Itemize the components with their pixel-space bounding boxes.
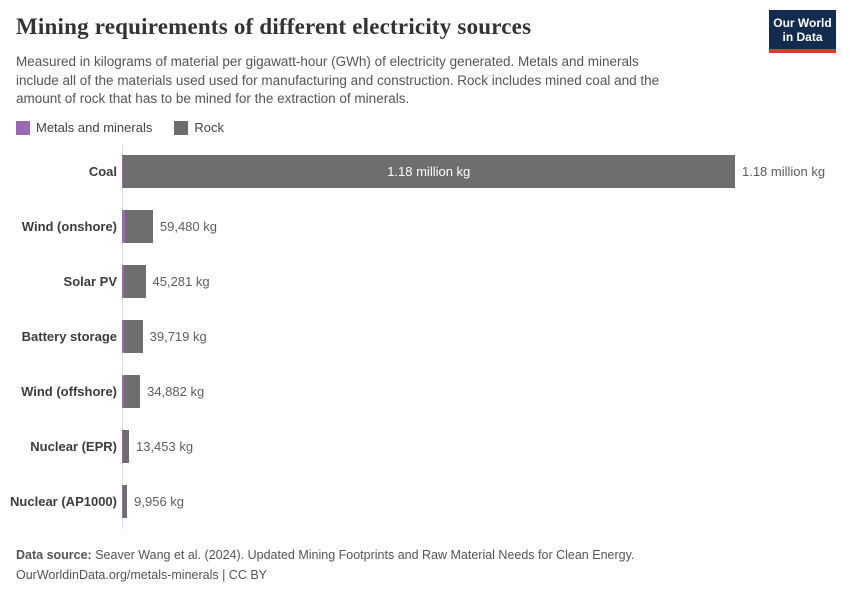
legend-item-metals[interactable]: Metals and minerals [16,120,152,135]
bar [122,375,141,408]
category-label: Coal [88,164,117,179]
bar [122,265,146,298]
bar [122,210,153,243]
bar-segment-rock[interactable] [123,320,143,353]
legend-swatch-metals [16,120,30,135]
bar-segment-metals[interactable] [122,265,125,298]
chart-subtitle: Measured in kilograms of material per gi… [16,53,736,109]
legend-item-rock[interactable]: Rock [174,120,224,135]
category-label: Wind (onshore) [21,219,117,234]
data-source-line: Data source: Seaver Wang et al. (2024). … [16,545,634,565]
chart-row: Wind (offshore) 34,882 kg [0,364,850,419]
bar-inside-value-label: 1.18 million kg [387,164,471,179]
subtitle-line: include all of the materials used used f… [16,72,660,88]
owid-logo: Our World in Data [769,10,836,53]
value-label: 13,453 kg [135,439,194,454]
category-label: Battery storage [21,329,117,344]
chart-row: Solar PV 45,281 kg [0,254,850,309]
bar-segment-rock[interactable] [124,375,141,408]
bar-segment-rock[interactable] [124,265,146,298]
data-source-text: Seaver Wang et al. (2024). Updated Minin… [95,548,635,562]
bar-segment-rock[interactable]: 1.18 million kg [122,155,735,188]
chart-row: Wind (onshore) 59,480 kg [0,199,850,254]
chart-footer: Data source: Seaver Wang et al. (2024). … [16,545,634,585]
legend-label: Metals and minerals [36,120,153,135]
bar-segment-metals[interactable] [122,155,123,188]
category-label: Nuclear (EPR) [30,439,117,454]
bar-chart: Coal 1.18 million kg 1.18 million kg Wind (… [0,144,850,529]
value-label: 59,480 kg [159,219,217,234]
category-label: Solar PV [63,274,117,289]
bar-segment-metals[interactable] [122,210,125,243]
owid-logo-line2: in Data [782,30,823,44]
bar-segment-metals[interactable] [122,485,123,518]
category-label: Nuclear (AP1000) [10,494,117,509]
legend-label: Rock [194,120,224,135]
chart-legend: Metals and minerals Rock [16,120,224,135]
chart-title: Mining requirements of different electri… [16,14,532,39]
value-label: 45,281 kg [152,274,210,289]
value-label: 34,882 kg [147,384,205,399]
bar-segment-metals[interactable] [122,430,123,463]
category-label: Wind (offshore) [21,384,117,399]
chart-row: Nuclear (EPR) 13,453 kg [0,419,850,474]
bar-segment-rock[interactable] [122,430,129,463]
bar: 1.18 million kg [122,155,735,188]
value-label: 39,719 kg [149,329,207,344]
bar-segment-metals[interactable] [122,320,124,353]
chart-row: Coal 1.18 million kg 1.18 million kg [0,144,850,199]
data-source-label: Data source: [16,548,92,562]
value-label: 1.18 million kg [741,164,826,179]
subtitle-line: Measured in kilograms of material per gi… [16,54,639,69]
bar [122,320,143,353]
subtitle-line: amount of rock that has to be mined for … [16,91,410,106]
legend-swatch-rock [174,120,189,135]
license-line: OurWorldinData.org/metals-minerals | CC … [16,568,268,582]
bar-segment-rock[interactable] [122,485,128,518]
chart-row: Nuclear (AP1000) 9,956 kg [0,474,850,529]
chart-row: Battery storage 39,719 kg [0,309,850,364]
bar [122,485,128,518]
bar [122,430,129,463]
bar-segment-rock[interactable] [125,210,153,243]
owid-logo-line1: Our World [773,16,832,30]
value-label: 9,956 kg [134,494,185,509]
bar-segment-metals[interactable] [122,375,125,408]
